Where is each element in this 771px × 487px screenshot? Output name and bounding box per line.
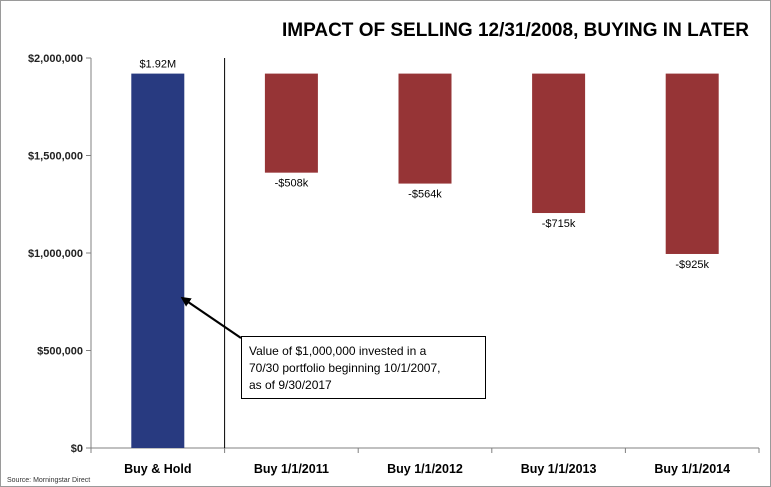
x-tick-label: Buy 1/1/2013 xyxy=(521,462,597,476)
data-label: -$508k xyxy=(275,178,309,190)
annotation-line: 70/30 portfolio beginning 10/1/2007, xyxy=(249,361,441,375)
y-tick-label: $2,000,000 xyxy=(28,53,83,65)
data-label: -$715k xyxy=(542,218,576,230)
bar xyxy=(532,73,586,214)
bars xyxy=(131,73,719,448)
source-label: Source: Morningstar Direct xyxy=(7,477,90,484)
bar xyxy=(264,73,318,173)
axes: $0 $500,000 $1,000,000 $1,500,000 $2,000,000… xyxy=(28,53,760,476)
data-label: -$564k xyxy=(408,189,442,201)
x-tick-label: Buy & Hold xyxy=(124,462,191,476)
bar xyxy=(131,73,185,448)
x-tick-label: Buy 1/1/2012 xyxy=(387,462,463,476)
data-label: $1.92M xyxy=(139,59,176,71)
annotation-arrow xyxy=(180,296,242,339)
y-tick-label: $0 xyxy=(71,443,83,455)
chart-title: IMPACT OF SELLING 12/31/2008, BUYING IN … xyxy=(282,20,749,41)
x-tick-label: Buy 1/1/2011 xyxy=(254,462,329,476)
bar xyxy=(665,73,719,254)
annotation-line: Value of $1,000,000 invested in a xyxy=(249,344,427,358)
data-labels: $1.92M -$508k -$564k -$715k -$925k xyxy=(139,59,709,271)
bar xyxy=(398,73,452,184)
annotation-box: Value of $1,000,000 invested in a 70/30 … xyxy=(241,336,486,399)
annotation-line: as of 9/30/2017 xyxy=(249,378,332,392)
y-tick-label: $1,500,000 xyxy=(28,151,83,163)
y-tick-label: $1,000,000 xyxy=(28,248,83,260)
data-label: -$925k xyxy=(675,259,709,271)
y-tick-label: $500,000 xyxy=(37,346,83,358)
x-tick-label: Buy 1/1/2014 xyxy=(654,462,730,476)
arrow-line xyxy=(180,296,242,339)
